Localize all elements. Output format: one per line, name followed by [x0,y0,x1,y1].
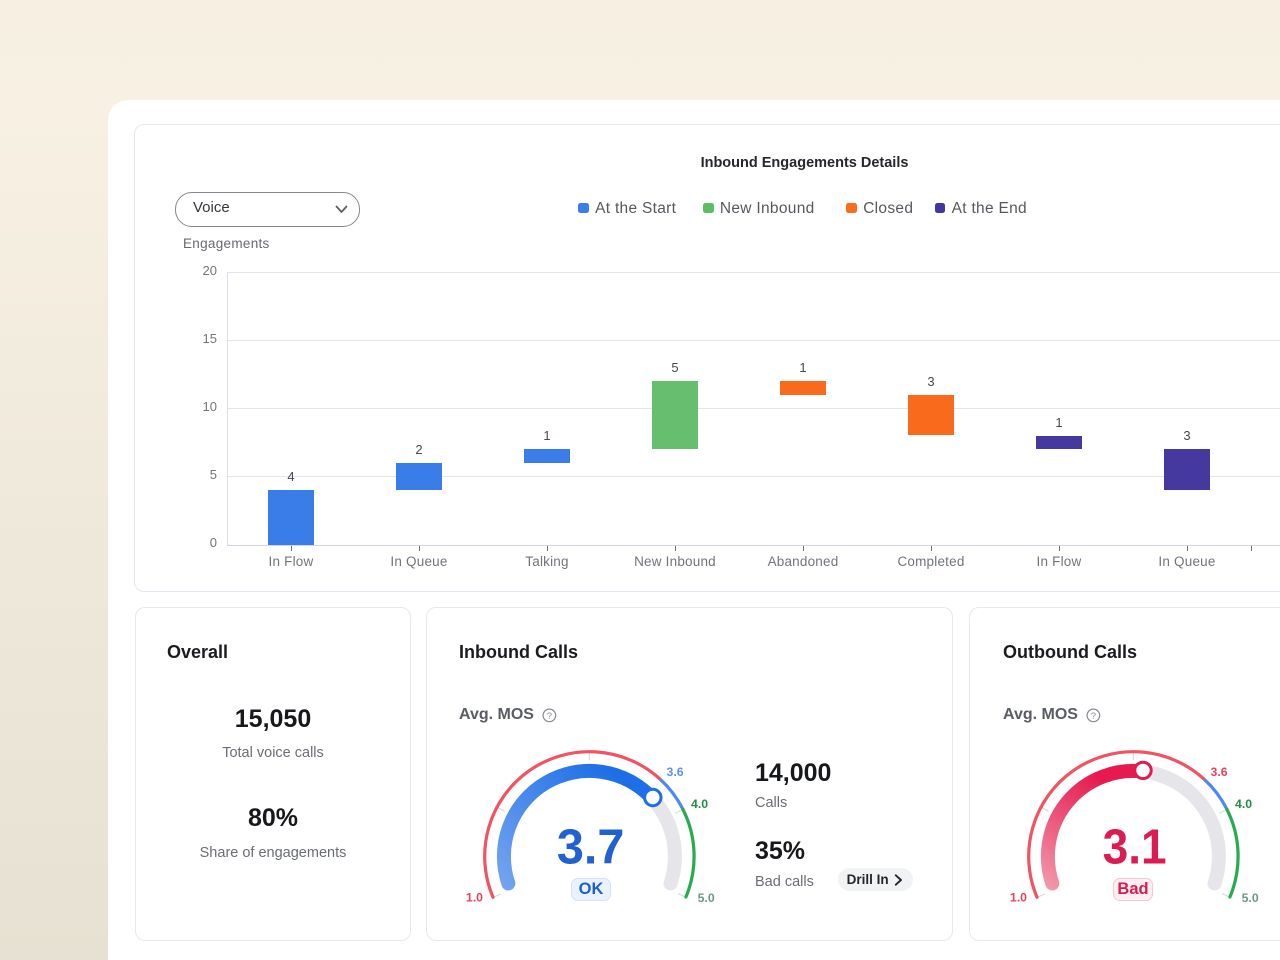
svg-text:3.6: 3.6 [667,765,684,779]
svg-text:3.1: 3.1 [1103,820,1167,875]
svg-text:3.6: 3.6 [1211,765,1228,779]
svg-text:4.0: 4.0 [1235,797,1252,811]
svg-text:1.0: 1.0 [466,891,483,905]
svg-text:3.7: 3.7 [557,820,625,875]
svg-text:?: ? [1091,711,1096,722]
svg-text:5.0: 5.0 [1242,891,1259,905]
svg-text:5.0: 5.0 [698,891,715,905]
svg-text:4.0: 4.0 [691,797,708,811]
svg-text:1.0: 1.0 [1010,891,1027,905]
svg-text:?: ? [547,711,552,722]
